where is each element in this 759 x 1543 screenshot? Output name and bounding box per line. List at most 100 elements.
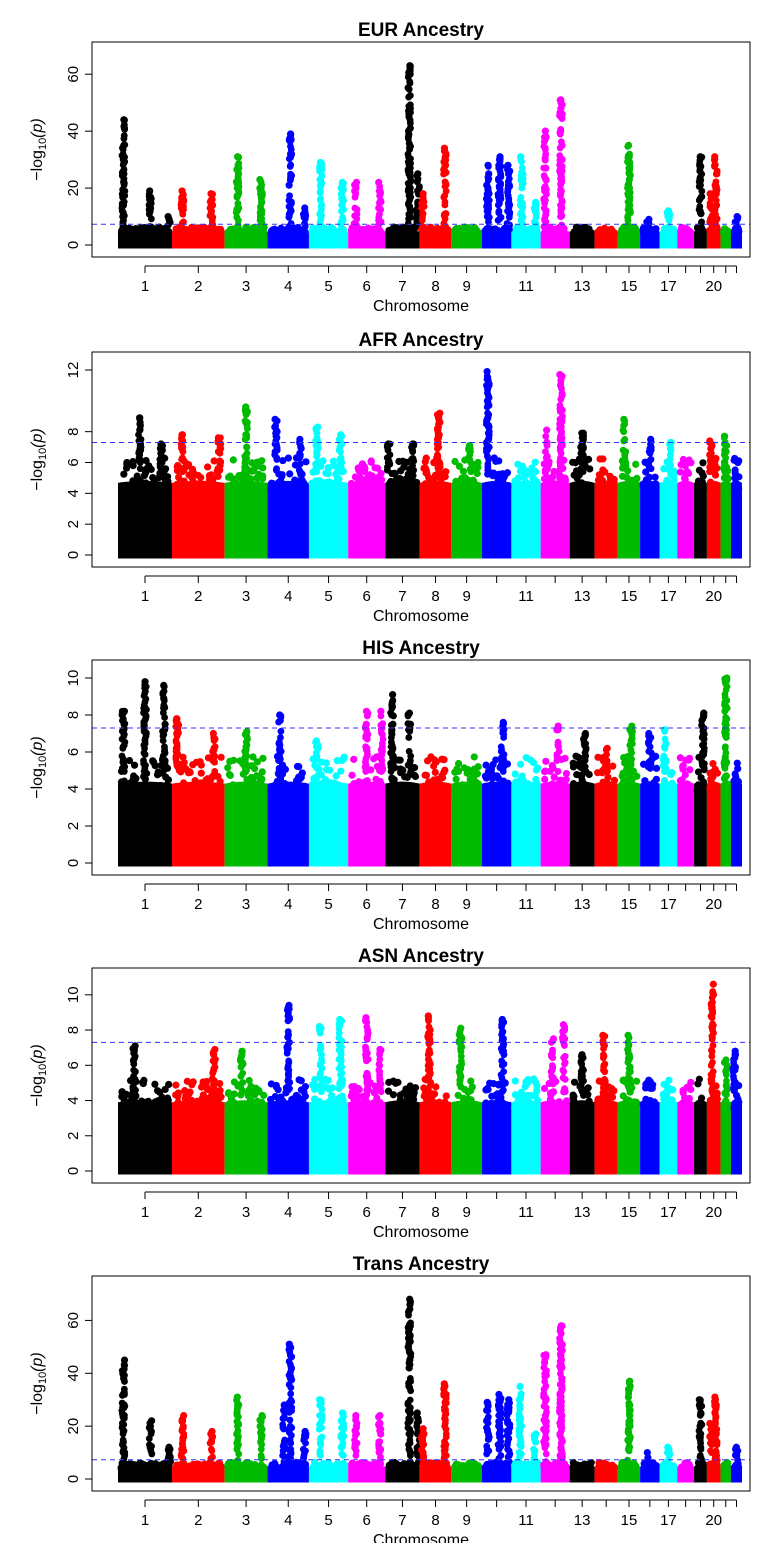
snp-point (556, 371, 564, 379)
snp-point (297, 1077, 305, 1085)
y-tick-label: 0 (65, 551, 82, 559)
chromosome-11-bulk (511, 480, 541, 559)
snp-point (179, 779, 188, 787)
snp-point (586, 465, 594, 473)
snp-point (188, 465, 197, 473)
snp-point (455, 477, 463, 486)
snp-point (255, 773, 263, 781)
snp-point (645, 732, 653, 740)
snp-point (559, 1066, 567, 1074)
snp-point (235, 153, 243, 161)
snp-point (260, 1091, 268, 1099)
snp-point (118, 1103, 127, 1112)
snp-point (488, 780, 496, 788)
snp-point (601, 758, 609, 766)
snp-point (392, 227, 400, 235)
snp-point (239, 1079, 247, 1086)
snp-point (357, 786, 365, 794)
snp-point (473, 469, 481, 478)
snp-point (684, 481, 693, 489)
chromosome-13-bulk (569, 480, 595, 559)
snp-point (226, 472, 234, 480)
snp-point (474, 1105, 482, 1113)
chromosome-5-bulk (308, 781, 349, 867)
snp-point (429, 1091, 437, 1099)
snp-point (542, 432, 550, 440)
snp-point (378, 782, 386, 790)
snp-point (293, 776, 301, 785)
snp-point (685, 756, 693, 764)
snp-point (172, 1081, 180, 1089)
chromosome-10-bulk (481, 781, 512, 867)
chromosome-8-bulk (419, 480, 452, 559)
chromosome-6-bulk (348, 1100, 386, 1175)
snp-point (731, 474, 739, 482)
snp-point (549, 1037, 557, 1045)
snp-point (556, 152, 564, 160)
snp-point (455, 462, 464, 470)
snp-point (540, 172, 548, 180)
snp-point (363, 712, 371, 720)
snp-point (553, 786, 561, 794)
snp-point (173, 715, 181, 723)
snp-point (645, 473, 653, 481)
snp-point (444, 788, 452, 796)
x-tick-label: 11 (518, 278, 534, 295)
snp-point (503, 220, 511, 227)
snp-point (470, 765, 478, 773)
snp-point (529, 1105, 537, 1113)
snp-point (331, 229, 339, 237)
snp-point (354, 1099, 362, 1107)
x-tick-label: 3 (242, 278, 250, 295)
snp-point (682, 229, 690, 237)
snp-point (253, 758, 261, 766)
snp-point (602, 746, 610, 754)
snp-point (205, 786, 213, 794)
x-tick-label: 20 (705, 588, 722, 605)
snp-point (472, 226, 480, 235)
data-points (117, 674, 743, 867)
snp-point (340, 179, 347, 187)
snp-point (200, 1104, 208, 1112)
snp-point (397, 227, 405, 235)
snp-point (732, 782, 740, 790)
snp-point (293, 762, 302, 771)
snp-point (418, 223, 426, 230)
snp-point (467, 465, 474, 473)
chromosome-1-bulk (118, 480, 172, 559)
snp-point (517, 153, 524, 161)
snp-point (120, 132, 128, 139)
x-tick-label: 7 (398, 896, 406, 913)
snp-point (470, 753, 478, 761)
snp-point (540, 475, 549, 483)
snp-point (378, 476, 386, 484)
snp-point (350, 181, 358, 189)
snp-point (309, 780, 317, 788)
snp-point (665, 481, 673, 489)
snp-point (504, 484, 512, 492)
snp-point (224, 228, 232, 237)
snp-point (452, 783, 460, 791)
snp-point (571, 459, 580, 467)
chromosome-5-bulk (308, 1100, 349, 1175)
snp-point (557, 126, 565, 133)
snp-point (197, 769, 205, 777)
snp-point (403, 773, 411, 781)
snp-point (133, 781, 141, 789)
x-tick-label: 9 (462, 896, 470, 913)
snp-point (386, 226, 394, 234)
snp-point (483, 372, 491, 380)
snp-point (696, 203, 704, 210)
snp-point (272, 785, 280, 793)
chromosome-4-bulk (267, 1100, 309, 1175)
x-tick-label: 17 (660, 278, 677, 295)
snp-point (138, 785, 147, 793)
snp-point (295, 466, 303, 474)
snp-point (522, 1078, 530, 1086)
x-tick-label: 4 (284, 896, 292, 913)
chromosome-12-bulk (540, 480, 570, 559)
snp-point (296, 460, 304, 468)
snp-point (338, 1096, 346, 1104)
snp-point (121, 116, 128, 124)
snp-point (211, 768, 219, 775)
